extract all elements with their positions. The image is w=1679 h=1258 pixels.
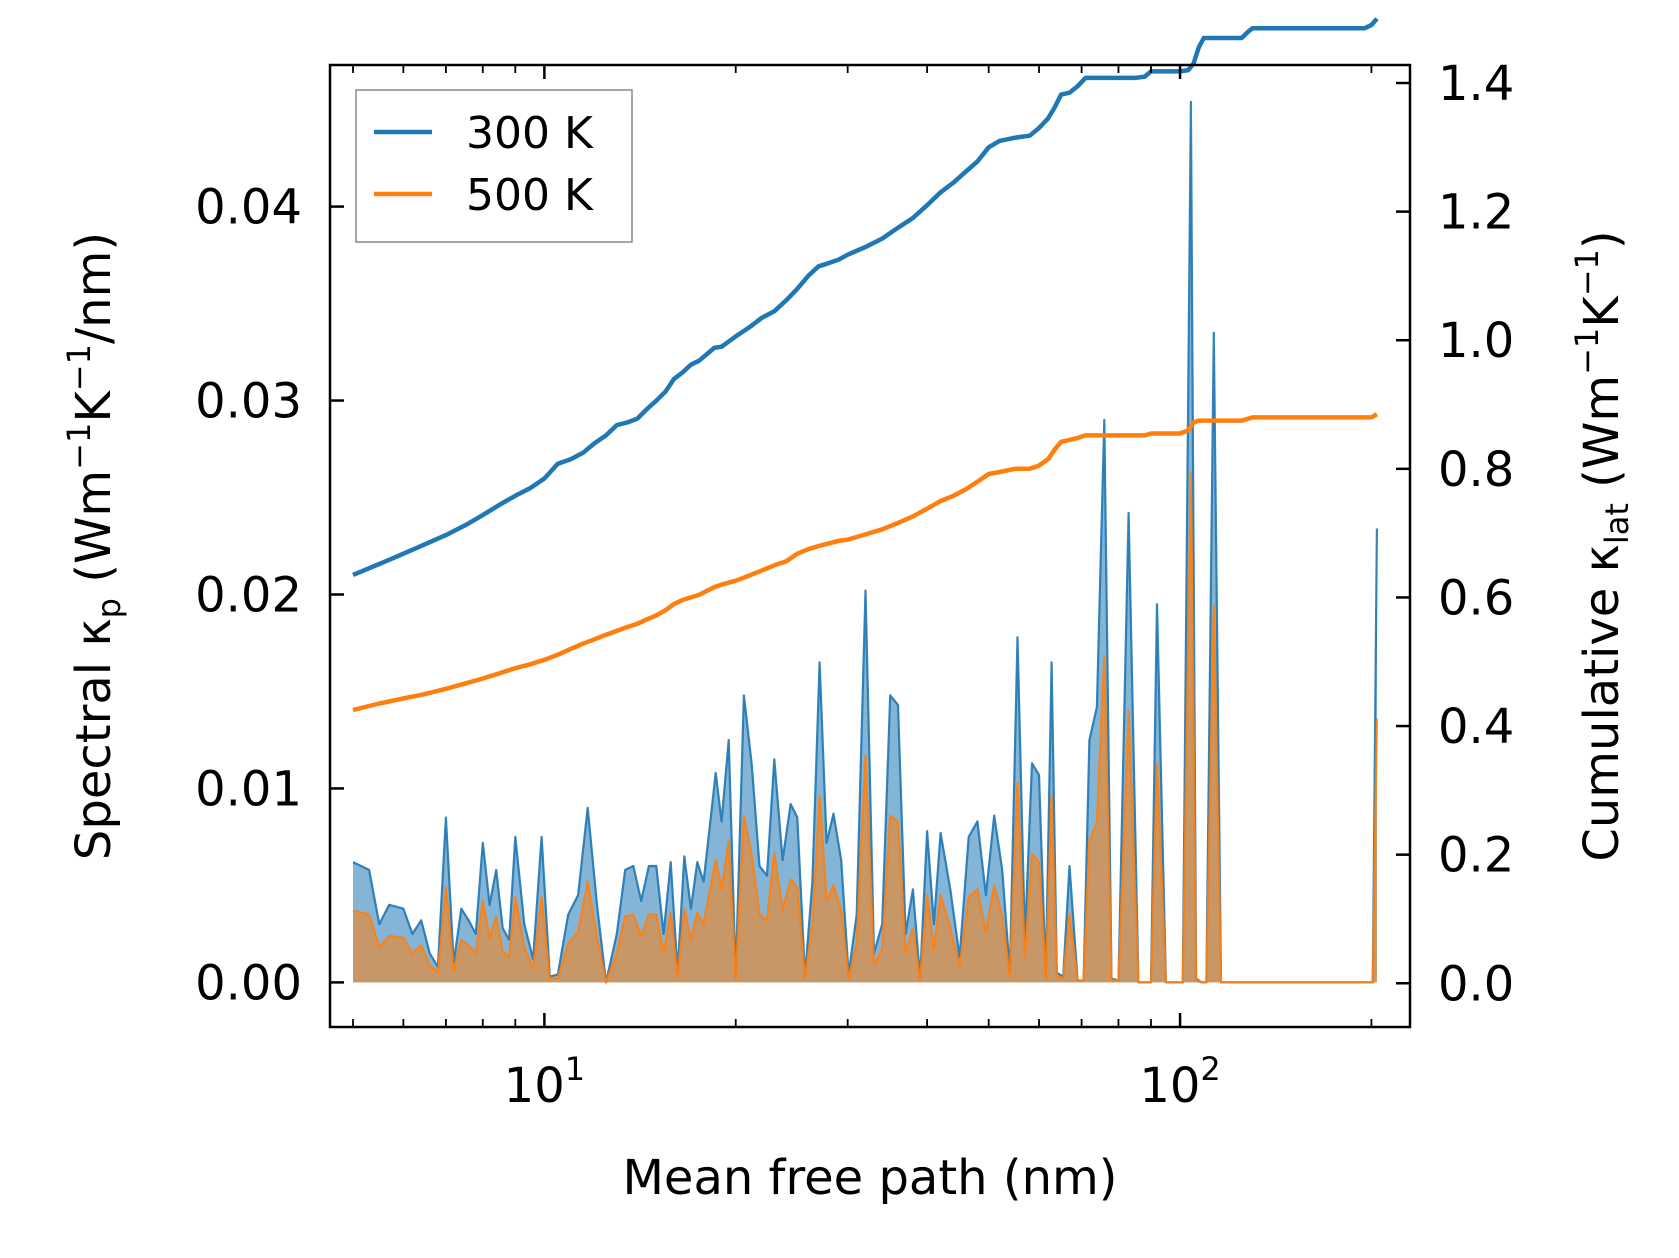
right-y-tick-label: 0.6	[1438, 570, 1514, 626]
right-axis-label-end: )	[1574, 230, 1630, 249]
x-tick-label-exp: 1	[565, 1050, 585, 1088]
right-axis-label-sub: lat	[1598, 503, 1636, 544]
legend-label-500k: 500 K	[466, 170, 594, 221]
legend: 300 K 500 K	[355, 89, 633, 243]
ticks-layer: 0.00 0.01 0.02 0.03 0.04 0.0 0.2 0.4 0.6 0.8 1.0 1.…	[195, 56, 1514, 1114]
left-axis-label-sub: p	[90, 598, 128, 618]
left-y-tick-label: 0.03	[195, 374, 302, 430]
left-y-tick-label: 0.02	[195, 567, 302, 623]
spectral-line-500k	[352, 471, 1378, 984]
x-tick-label-exp: 2	[1200, 1050, 1220, 1088]
right-axis-label-sup1: −1	[1568, 328, 1606, 375]
left-axis-label-end: /nm)	[66, 232, 122, 344]
series-layer	[352, 17, 1379, 984]
left-axis-label-sup2: −1	[60, 344, 98, 391]
plot-frame	[328, 63, 1412, 1029]
right-y-tick-label: 0.0	[1438, 956, 1514, 1012]
left-y-tick-label: 0.01	[195, 761, 302, 817]
right-axis-label-sup2: −1	[1568, 249, 1606, 296]
x-tick-label-base: 10	[1139, 1058, 1200, 1114]
left-axis-label-main: Spectral κ	[66, 618, 122, 860]
spectral-area-500k	[353, 472, 1377, 983]
right-y-tick-label: 0.2	[1438, 828, 1514, 884]
legend-label-300k: 300 K	[466, 108, 594, 159]
right-axis-label: Cumulative κlat (Wm−1K−1)	[1568, 230, 1636, 861]
x-tick-label: 102	[1139, 1050, 1220, 1114]
x-tick-label: 101	[504, 1050, 585, 1114]
right-y-tick-label: 0.4	[1438, 699, 1514, 755]
right-axis-label-unit: (Wm	[1574, 375, 1630, 503]
right-axis-label-k: K	[1574, 295, 1630, 328]
left-axis-label-k: K	[66, 390, 122, 423]
right-axis-label-main: Cumulative κ	[1574, 544, 1630, 862]
x-axis-label: Mean free path (nm)	[623, 1150, 1118, 1206]
left-y-tick-label: 0.04	[195, 180, 302, 236]
left-axis-label-sup1: −1	[60, 423, 98, 470]
cumulative-line-500k	[352, 412, 1379, 713]
left-y-tick-label: 0.00	[195, 955, 302, 1011]
right-y-tick-label: 1.0	[1438, 313, 1514, 369]
left-axis-label: Spectral κp (Wm−1K−1/nm)	[60, 232, 128, 860]
x-tick-label-base: 10	[504, 1058, 565, 1114]
cumulative-line-300k	[352, 17, 1379, 577]
right-y-tick-label: 0.8	[1438, 442, 1514, 498]
legend-box	[355, 89, 633, 243]
left-axis-label-unit: (Wm	[66, 470, 122, 598]
right-y-tick-label: 1.4	[1438, 56, 1514, 112]
right-y-tick-label: 1.2	[1438, 185, 1514, 241]
